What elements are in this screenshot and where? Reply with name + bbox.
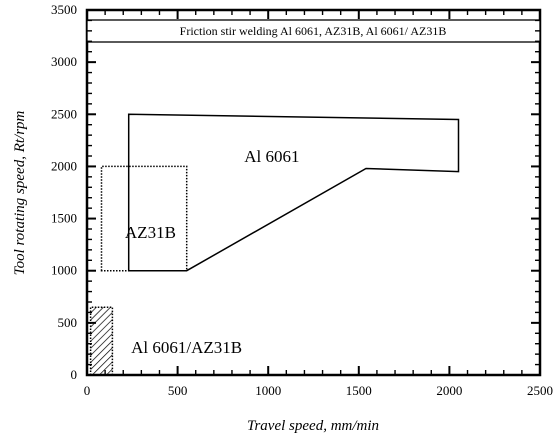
region-az31b bbox=[100, 165, 188, 272]
process-windows: Al 6061 AZ31B Al 6061/AZ31B bbox=[89, 113, 460, 376]
y-axis-title: Tool rotating speed, Rt/rpm bbox=[12, 110, 28, 275]
x-axis-title: Travel speed, mm/min bbox=[247, 418, 379, 434]
region-label: Al 6061/AZ31B bbox=[131, 338, 242, 357]
y-tick-label: 2000 bbox=[51, 158, 77, 173]
plot-frame bbox=[85, 8, 542, 377]
y-tick-label: 1500 bbox=[51, 211, 77, 226]
axis-ticks bbox=[86, 9, 541, 376]
x-tick-label: 0 bbox=[84, 383, 91, 398]
region-al-6061-az31b bbox=[89, 306, 114, 376]
y-tick-label: 0 bbox=[71, 367, 78, 382]
x-tick-label: 1500 bbox=[346, 383, 372, 398]
x-tick-label: 1000 bbox=[255, 383, 281, 398]
x-tick-label: 500 bbox=[168, 383, 188, 398]
y-tick-label: 500 bbox=[58, 315, 78, 330]
y-tick-label: 3500 bbox=[51, 2, 77, 17]
x-tick-label: 2500 bbox=[527, 383, 553, 398]
y-tick-label: 2500 bbox=[51, 106, 77, 121]
region-label: AZ31B bbox=[125, 223, 176, 242]
chart-title: Friction stir welding Al 6061, AZ31B, Al… bbox=[180, 24, 447, 38]
y-tick-label: 1000 bbox=[51, 263, 77, 278]
region-label: Al 6061 bbox=[244, 147, 299, 166]
y-tick-label: 3000 bbox=[51, 54, 77, 69]
region-al-6061 bbox=[127, 113, 460, 272]
x-tick-label: 2000 bbox=[436, 383, 462, 398]
tick-labels: 0 500 1000 1500 2000 2500 0 500 1000 1500 2000 2500… bbox=[51, 2, 553, 398]
